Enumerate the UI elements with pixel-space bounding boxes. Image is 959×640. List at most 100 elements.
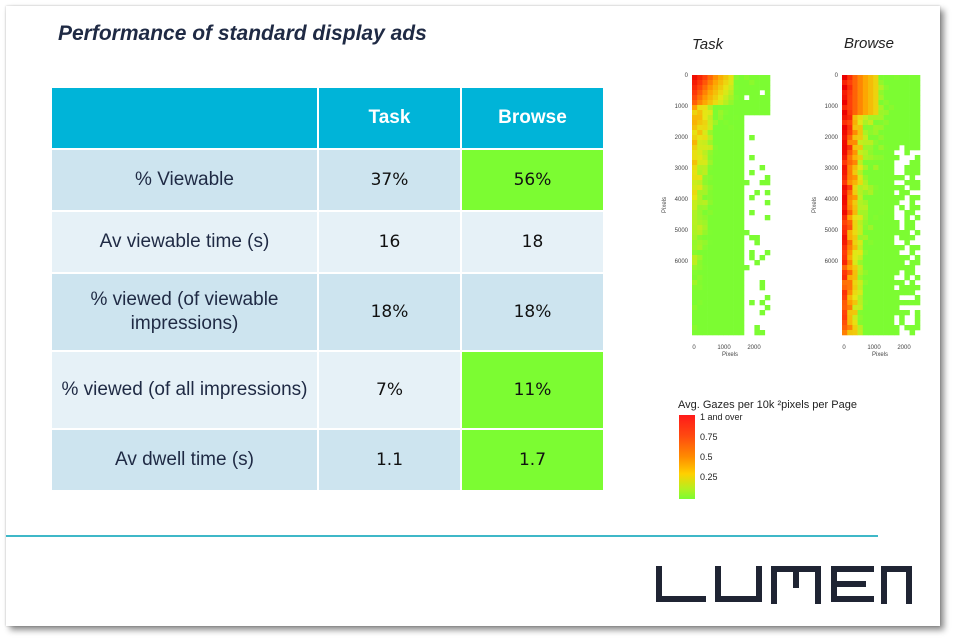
heatmap-cell xyxy=(702,115,708,121)
heatmap-cell xyxy=(728,285,734,291)
heatmap-cell xyxy=(738,90,745,96)
heatmap-cell xyxy=(899,120,905,126)
heatmap-cell xyxy=(857,250,864,256)
heatmap-cell xyxy=(894,135,900,141)
heatmap-cell xyxy=(707,155,714,161)
heatmap-cell xyxy=(878,95,884,101)
heatmap-cell xyxy=(883,230,890,236)
slide: Performance of standard display ads Task… xyxy=(6,6,940,626)
heatmap-cell xyxy=(707,310,714,316)
heatmap-cell xyxy=(728,165,734,171)
heatmap-cell xyxy=(904,270,910,276)
heatmap-cell xyxy=(697,85,703,91)
heatmap-cell xyxy=(904,110,910,116)
heatmap-cell xyxy=(728,210,734,216)
heatmap-cell xyxy=(873,245,879,251)
heatmap-cell xyxy=(707,80,714,86)
heatmap-cell xyxy=(883,115,890,121)
heatmap-cell xyxy=(878,290,884,296)
heatmap-cell xyxy=(868,325,874,331)
heatmap-cell xyxy=(857,115,864,121)
heatmap-cell xyxy=(728,135,734,141)
heatmap-cell xyxy=(738,305,745,311)
table-row: % viewed (of viewable impressions) 18% 1… xyxy=(50,272,605,352)
heatmap-cell xyxy=(692,100,698,106)
heatmap-cell xyxy=(894,310,900,316)
heatmap-cell xyxy=(873,140,879,146)
heatmap-cell xyxy=(852,250,858,256)
heatmap-cell xyxy=(909,75,916,81)
heatmap-cell xyxy=(712,310,719,316)
heatmap-cell xyxy=(733,255,740,261)
heatmap-cell xyxy=(883,80,890,86)
heatmap-cell xyxy=(728,325,734,331)
heatmap-cell xyxy=(852,220,858,226)
heatmap-cell xyxy=(888,140,895,146)
heatmap-cell xyxy=(878,170,884,176)
heatmap-cell xyxy=(909,140,916,146)
heatmap-cell xyxy=(888,280,895,286)
heatmap-cell xyxy=(857,180,864,186)
heatmap-cell xyxy=(733,85,740,91)
heatmap-cell xyxy=(759,80,766,86)
heatmap-cell xyxy=(894,105,900,111)
heatmap-cell xyxy=(749,255,755,261)
heatmap-cell xyxy=(738,295,745,301)
heatmap-cell xyxy=(707,130,714,136)
heatmap-cell xyxy=(723,255,729,261)
heatmap-cell xyxy=(883,320,890,326)
heatmap-cell xyxy=(744,180,750,186)
heatmap-cell xyxy=(707,290,714,296)
heatmap-cell xyxy=(873,310,879,316)
heatmap-cell xyxy=(909,100,916,106)
heatmap-cell xyxy=(888,200,895,206)
heatmap-cell xyxy=(857,205,864,211)
heatmap-cell xyxy=(712,135,719,141)
heatmap-cell xyxy=(697,255,703,261)
heatmap-cell xyxy=(847,155,853,161)
heatmap-cell xyxy=(878,215,884,221)
heatmap-cell xyxy=(733,140,740,146)
heatmap-cell xyxy=(852,80,858,86)
heatmap-cell xyxy=(697,235,703,241)
heatmap-cell xyxy=(857,330,864,336)
heatmap-cell xyxy=(873,115,879,121)
heatmap-cell xyxy=(692,185,698,191)
heatmap-cell xyxy=(733,285,740,291)
heatmap-cell xyxy=(868,280,874,286)
heatmap-cell xyxy=(707,230,714,236)
heatmap-cell xyxy=(909,225,916,231)
heatmap-cell xyxy=(842,325,848,331)
heatmap-cell xyxy=(764,250,771,256)
heatmap-cell xyxy=(723,320,729,326)
heatmap-cell xyxy=(712,230,719,236)
heatmap-cell xyxy=(909,235,916,241)
heatmap-cell xyxy=(904,165,910,171)
heatmap-cell xyxy=(733,175,740,181)
heatmap-cell xyxy=(842,165,848,171)
heatmap-cell xyxy=(712,80,719,86)
heatmap-cell xyxy=(888,85,895,91)
heatmap-cell xyxy=(857,320,864,326)
heatmap-cell xyxy=(718,285,724,291)
heatmap-cell xyxy=(842,160,848,166)
heatmap-cell xyxy=(888,160,895,166)
heatmap-cell xyxy=(712,105,719,111)
heatmap-cell xyxy=(904,90,910,96)
heatmap-cell xyxy=(697,90,703,96)
heatmap-cell xyxy=(868,80,874,86)
heatmap-cell xyxy=(873,165,879,171)
heatmap-cell xyxy=(883,315,890,321)
heatmap-cell xyxy=(894,140,900,146)
heatmap-x-tick: 2000 xyxy=(747,345,761,351)
heatmap-cell xyxy=(868,215,874,221)
heatmap-cell xyxy=(702,75,708,81)
heatmap-cell xyxy=(702,330,708,336)
heatmap-cell xyxy=(852,190,858,196)
heatmap-cell xyxy=(894,95,900,101)
heatmap-cell xyxy=(692,75,698,81)
heatmap-cell xyxy=(712,85,719,91)
heatmap-cell xyxy=(888,295,895,301)
heatmap-cell xyxy=(702,255,708,261)
heatmap-cell xyxy=(712,130,719,136)
